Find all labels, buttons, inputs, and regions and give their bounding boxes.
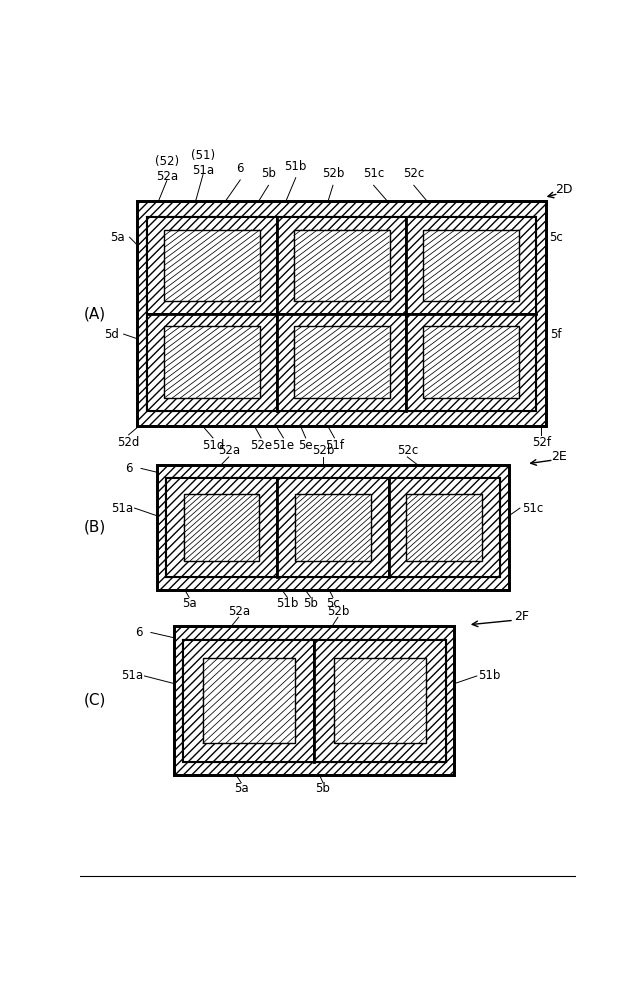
Text: 51b: 51b xyxy=(285,160,307,172)
Text: 52e: 52e xyxy=(250,439,272,452)
Text: 51e: 51e xyxy=(272,439,294,452)
Bar xyxy=(277,314,406,410)
Text: 51a: 51a xyxy=(111,501,133,514)
Text: 52b: 52b xyxy=(312,444,334,458)
Text: 51c: 51c xyxy=(522,501,543,514)
Text: 52a: 52a xyxy=(228,605,250,617)
Text: 51d: 51d xyxy=(202,439,224,452)
Bar xyxy=(295,495,371,561)
Text: 52c: 52c xyxy=(397,444,418,458)
Bar xyxy=(147,217,536,410)
Text: 2E: 2E xyxy=(551,450,566,463)
Bar xyxy=(174,626,454,775)
Bar xyxy=(277,479,388,577)
Bar xyxy=(157,465,509,591)
Bar xyxy=(147,314,277,410)
Text: 5c: 5c xyxy=(549,231,563,244)
Bar xyxy=(164,326,260,398)
Bar xyxy=(137,201,547,426)
Bar xyxy=(184,495,259,561)
Text: 5c: 5c xyxy=(326,597,340,610)
Text: 5d: 5d xyxy=(104,328,118,341)
Bar xyxy=(277,217,406,314)
Bar xyxy=(174,626,454,775)
Text: 6: 6 xyxy=(125,462,132,475)
Bar xyxy=(406,217,536,314)
Text: 51b: 51b xyxy=(478,670,500,683)
Bar xyxy=(406,314,536,410)
Bar xyxy=(314,640,446,762)
Bar xyxy=(406,495,482,561)
Text: 2F: 2F xyxy=(514,609,529,623)
Text: 5a: 5a xyxy=(182,597,196,610)
Text: 51a: 51a xyxy=(121,670,143,683)
Text: (A): (A) xyxy=(84,306,106,321)
Text: 51b: 51b xyxy=(276,597,298,610)
Bar xyxy=(183,640,446,762)
Bar xyxy=(166,479,500,577)
Bar xyxy=(147,217,536,410)
Text: 6: 6 xyxy=(135,626,142,639)
Bar xyxy=(334,658,426,743)
Text: (B): (B) xyxy=(84,519,106,535)
Text: 5e: 5e xyxy=(298,439,313,452)
Bar xyxy=(203,658,294,743)
Text: 5a: 5a xyxy=(234,783,248,796)
Text: 52c: 52c xyxy=(403,167,424,180)
Bar xyxy=(423,326,519,398)
Bar xyxy=(147,217,277,314)
Bar xyxy=(183,640,314,762)
Text: 5f: 5f xyxy=(550,328,562,341)
Bar xyxy=(137,201,547,426)
Text: (51)
51a: (51) 51a xyxy=(191,150,215,177)
Text: 52f: 52f xyxy=(532,436,551,449)
Bar xyxy=(294,326,390,398)
Bar xyxy=(423,230,519,301)
Text: 2D: 2D xyxy=(555,183,572,196)
Text: 52d: 52d xyxy=(117,436,140,449)
Text: 52b: 52b xyxy=(327,605,349,617)
Text: 5b: 5b xyxy=(303,597,318,610)
Text: 5b: 5b xyxy=(316,783,330,796)
Bar xyxy=(388,479,500,577)
Text: 52b: 52b xyxy=(322,167,344,180)
Bar xyxy=(157,465,509,591)
Bar xyxy=(294,230,390,301)
Text: 5b: 5b xyxy=(261,167,276,180)
Bar xyxy=(166,479,277,577)
Text: (C): (C) xyxy=(84,693,106,708)
Text: 51c: 51c xyxy=(363,167,384,180)
Text: 51f: 51f xyxy=(325,439,344,452)
Bar xyxy=(166,479,500,577)
Text: 5a: 5a xyxy=(110,231,125,244)
Bar xyxy=(183,640,446,762)
Text: 52a: 52a xyxy=(218,444,240,458)
Text: (52)
52a: (52) 52a xyxy=(155,156,179,183)
Text: 6: 6 xyxy=(236,162,244,175)
Bar xyxy=(164,230,260,301)
